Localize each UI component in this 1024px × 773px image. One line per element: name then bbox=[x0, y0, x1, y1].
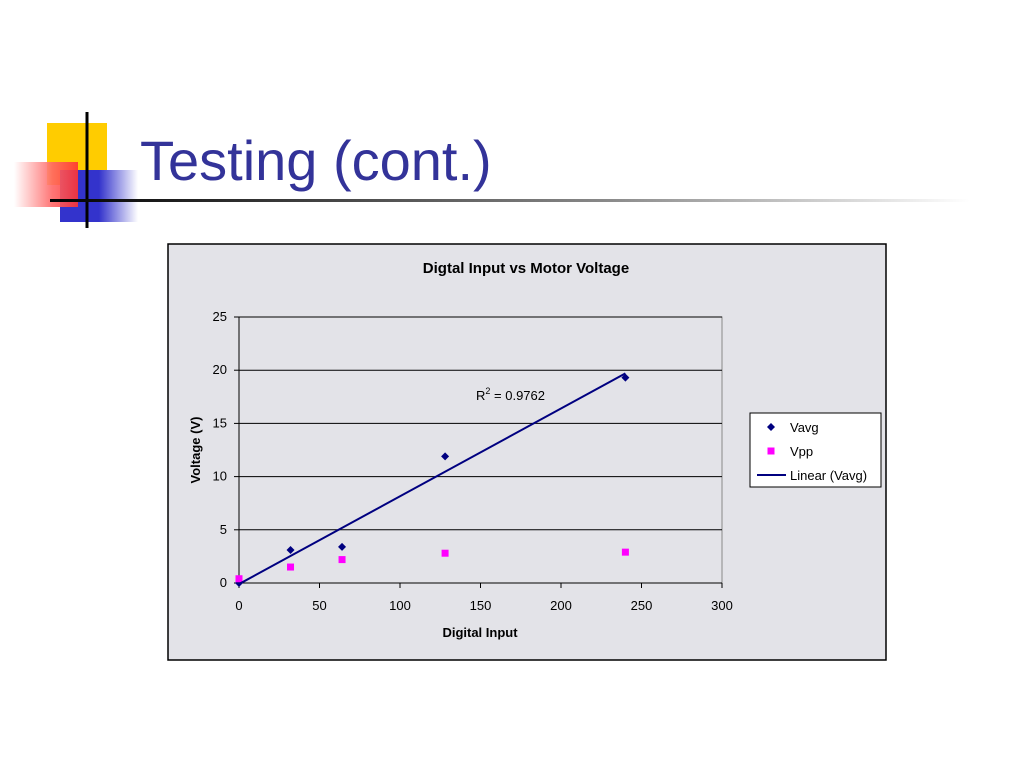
r2-rest: = 0.9762 bbox=[490, 388, 545, 403]
point bbox=[338, 556, 346, 564]
y-tick-label: 15 bbox=[213, 415, 227, 430]
point bbox=[621, 373, 630, 382]
point bbox=[338, 542, 347, 551]
point bbox=[287, 563, 295, 571]
point bbox=[441, 549, 449, 557]
y-axis-label: Voltage (V) bbox=[188, 417, 203, 484]
r2-base: R bbox=[476, 388, 485, 403]
point bbox=[235, 575, 243, 583]
x-tick-label: 0 bbox=[235, 598, 242, 613]
point bbox=[621, 548, 629, 556]
plot-area bbox=[238, 316, 723, 584]
y-tick-label: 25 bbox=[213, 309, 227, 324]
chart-title: Digtal Input vs Motor Voltage bbox=[423, 260, 629, 277]
x-tick-label: 150 bbox=[470, 598, 492, 613]
y-tick-label: 20 bbox=[213, 362, 227, 377]
r2-annotation: R2 = 0.9762 bbox=[476, 386, 545, 403]
r2-sup: 2 bbox=[485, 386, 490, 396]
x-axis-label: Digital Input bbox=[442, 625, 518, 640]
legend-swatch bbox=[767, 423, 775, 431]
legend-label: Vpp bbox=[790, 444, 813, 459]
x-tick-label: 300 bbox=[711, 598, 733, 613]
legend-label: Vavg bbox=[790, 420, 819, 435]
title-rule bbox=[50, 199, 970, 202]
y-tick-label: 0 bbox=[220, 575, 227, 590]
y-tick-label: 5 bbox=[220, 522, 227, 537]
x-tick-label: 100 bbox=[389, 598, 411, 613]
x-tick-label: 250 bbox=[631, 598, 653, 613]
y-tick-label: 10 bbox=[213, 469, 227, 484]
x-tick-label: 200 bbox=[550, 598, 572, 613]
slide-title: Testing (cont.) bbox=[140, 129, 492, 192]
legend-swatch bbox=[767, 447, 775, 455]
point bbox=[286, 546, 295, 555]
point bbox=[441, 452, 450, 461]
trend-line bbox=[238, 372, 626, 585]
legend-label: Linear (Vavg) bbox=[790, 468, 867, 483]
x-tick-label: 50 bbox=[312, 598, 326, 613]
